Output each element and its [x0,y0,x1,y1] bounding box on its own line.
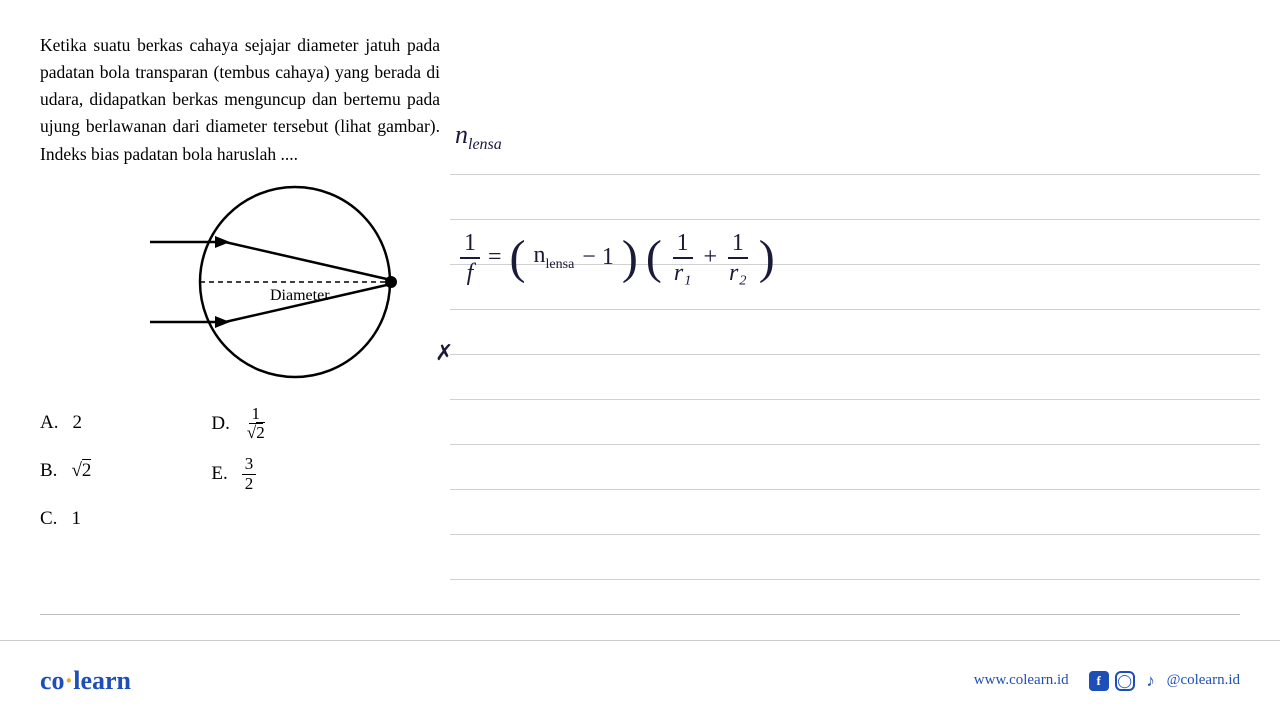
option-c[interactable]: C. 1 [40,501,91,537]
option-b-label: B. [40,460,57,482]
social-icons: f ◯ ♪ @colearn.id [1089,671,1240,691]
option-e-label: E. [211,463,227,485]
footer-url[interactable]: www.colearn.id [974,672,1069,689]
option-c-value: 1 [71,508,81,530]
handwriting-formula: 1 f = ( nlensa − 1 ) ( 1 r₁ + 1 r₂ ) [460,230,775,285]
hw-frac-1r2: 1 r₂ [725,231,751,285]
option-d-label: D. [211,413,229,435]
option-d[interactable]: D. 1 √2 [211,405,267,443]
social-handle[interactable]: @colearn.id [1167,672,1240,689]
option-b-value: √2 [71,460,91,482]
handwriting-mark: ✗ [435,340,453,366]
options-col-2: D. 1 √2 E. 3 2 [211,405,267,537]
option-e[interactable]: E. 3 2 [211,455,267,493]
option-e-value: 3 2 [242,455,257,493]
tiktok-icon[interactable]: ♪ [1141,671,1161,691]
hw-frac-1r1: 1 r₁ [670,231,696,285]
option-a-value: 2 [72,412,82,434]
question-text: Ketika suatu berkas cahaya sejajar diame… [40,32,440,168]
diagram-svg: Diameter [140,172,480,392]
answer-options: A. 2 B. √2 C. 1 D. 1 √2 E. [40,405,1240,537]
option-d-value: 1 √2 [244,405,268,443]
option-c-label: C. [40,508,57,530]
footer-right: www.colearn.id f ◯ ♪ @colearn.id [974,671,1240,691]
instagram-icon[interactable]: ◯ [1115,671,1135,691]
option-a[interactable]: A. 2 [40,405,91,441]
diameter-label: Diameter [270,287,330,304]
handwriting-nlensa: nlensa [455,120,502,154]
option-a-label: A. [40,412,58,434]
footer: co·learn www.colearn.id f ◯ ♪ @colearn.i… [0,640,1280,720]
facebook-icon[interactable]: f [1089,671,1109,691]
hw-frac-1f: 1 f [460,231,480,285]
colearn-logo: co·learn [40,666,131,696]
divider-line [40,614,1240,615]
options-col-1: A. 2 B. √2 C. 1 [40,405,91,537]
option-b[interactable]: B. √2 [40,453,91,489]
